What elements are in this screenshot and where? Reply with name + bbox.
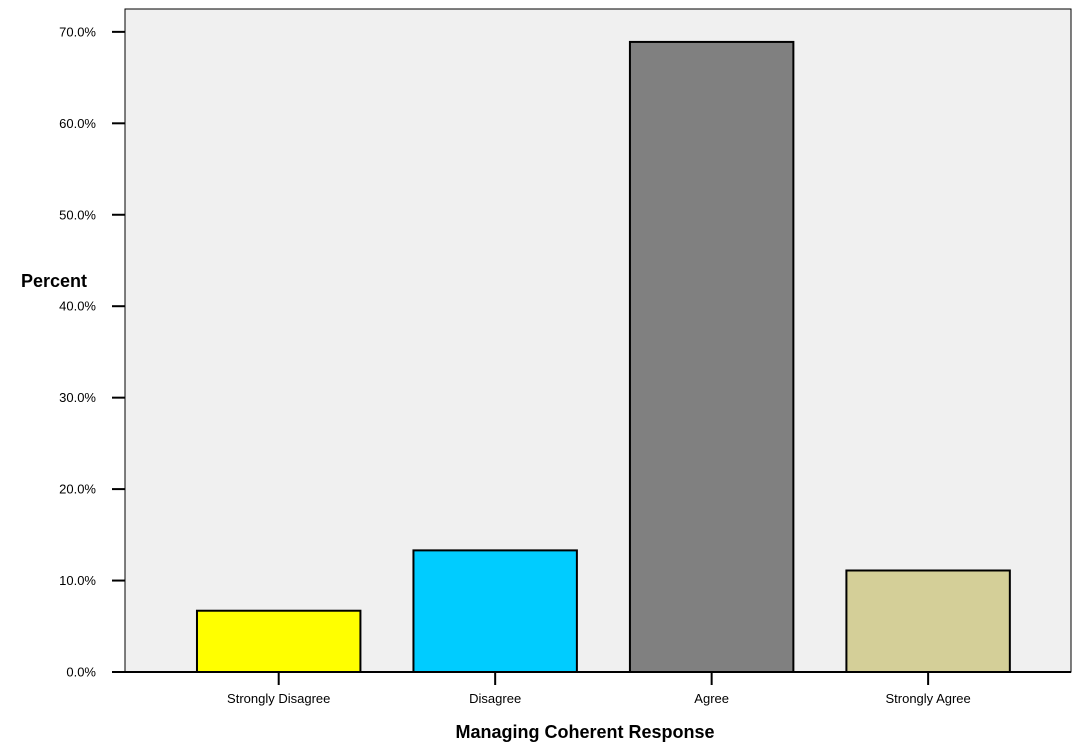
- bar: [412, 549, 578, 673]
- y-tick-label: 0.0%: [66, 665, 96, 680]
- bar: [195, 609, 362, 674]
- y-tick-label: 60.0%: [59, 116, 96, 131]
- bar: [845, 569, 1011, 674]
- x-tick-label: Strongly Disagree: [227, 691, 330, 706]
- y-axis: 0.0% 10.0% 20.0% 30.0% 40.0% 50.0% 60.0% 70.0%: [59, 24, 125, 680]
- x-tick-label: Strongly Agree: [885, 691, 970, 706]
- y-tick-label: 40.0%: [59, 299, 96, 314]
- y-tick-label: 30.0%: [59, 390, 96, 405]
- y-axis-title: Percent: [21, 271, 87, 291]
- bars-layer: [195, 40, 1011, 674]
- bar: [628, 40, 795, 673]
- y-tick-label: 20.0%: [59, 482, 96, 497]
- plot-area: [124, 8, 1072, 673]
- x-axis: Strongly Disagree Disagree Agree Strongly A…: [125, 671, 1071, 706]
- y-tick-label: 10.0%: [59, 573, 96, 588]
- x-tick-label: Agree: [694, 691, 729, 706]
- y-tick-label: 50.0%: [59, 207, 96, 222]
- x-axis-title: Managing Coherent Response: [455, 722, 714, 742]
- y-tick-label: 70.0%: [59, 24, 96, 39]
- x-tick-label: Disagree: [469, 691, 521, 706]
